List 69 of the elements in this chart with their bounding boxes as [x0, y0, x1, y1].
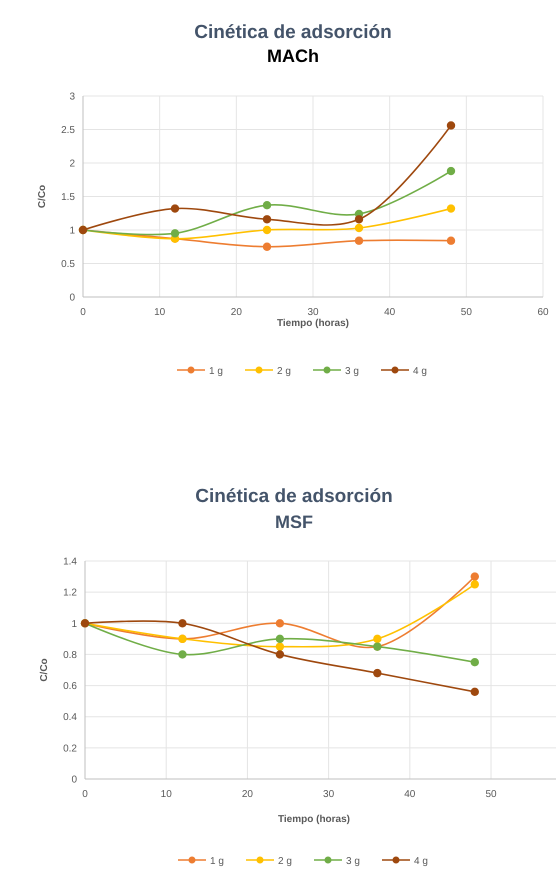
legend-label: 4 g — [413, 366, 427, 377]
point — [276, 634, 284, 644]
legend-label: 3 g — [346, 856, 360, 867]
point — [276, 619, 284, 628]
y-tick-label: 0.4 — [63, 712, 78, 724]
point — [470, 580, 479, 589]
x-tick-label: 0 — [80, 307, 86, 318]
x-tick-label: 40 — [404, 789, 416, 800]
y-tick-label: 1 — [69, 226, 76, 236]
chart-subtitle: MACh — [267, 46, 319, 66]
x-tick-label: 40 — [384, 307, 396, 318]
x-tick-label: 60 — [537, 307, 549, 318]
legend-label: 2 g — [277, 366, 291, 377]
point — [470, 688, 479, 696]
x-tick-label: 30 — [307, 307, 319, 318]
x-tick-label: 10 — [154, 307, 166, 318]
chart-title: Cinética de adsorción — [195, 486, 393, 507]
y-tick-label: 0 — [69, 292, 76, 304]
y-tick-label: 1.2 — [63, 588, 78, 599]
y-tick-label: 0.8 — [63, 650, 78, 661]
y-tick-label: 2.5 — [61, 125, 76, 136]
x-tick-label: 0 — [82, 789, 88, 800]
x-tick-label: 20 — [242, 789, 254, 800]
x-axis-title: Tiempo (horas) — [276, 318, 350, 329]
y-tick-label: 1.5 — [61, 192, 76, 203]
x-tick-label: 30 — [323, 789, 335, 800]
x-tick-label: 20 — [230, 307, 242, 318]
point — [373, 634, 382, 644]
y-tick-label: 2 — [69, 158, 76, 170]
point — [276, 650, 284, 659]
point — [354, 215, 364, 224]
point — [446, 121, 456, 130]
point — [178, 619, 187, 628]
point — [262, 242, 272, 251]
y-tick-label: 1 — [71, 618, 78, 630]
legend-label: 2 g — [278, 856, 292, 867]
x-tick-label: 50 — [460, 307, 472, 318]
point — [354, 224, 364, 232]
point — [470, 658, 479, 666]
point — [446, 166, 456, 176]
x-tick-label: 50 — [485, 789, 498, 800]
legend-label: 4 g — [414, 856, 428, 867]
y-tick-label: 1.4 — [63, 556, 78, 568]
legend-label: 1 g — [209, 366, 223, 377]
point — [470, 572, 479, 581]
point — [446, 236, 456, 245]
y-tick-label: 0.2 — [63, 743, 78, 754]
point — [262, 226, 272, 234]
point — [373, 668, 382, 678]
legend-label: 3 g — [345, 366, 359, 377]
point — [262, 201, 272, 210]
x-tick-label: 10 — [160, 789, 172, 800]
point — [354, 236, 364, 245]
chart-subtitle: MSF — [275, 512, 313, 532]
chart-title: Cinética de adsorción — [194, 22, 392, 43]
x-axis-title: Tiempo (horas) — [278, 814, 350, 825]
point — [276, 642, 284, 651]
y-axis-title: C/Co — [37, 184, 48, 208]
point — [262, 215, 272, 224]
y-tick-label: 0.6 — [63, 681, 78, 692]
y-axis-title: C/Co — [39, 658, 50, 682]
y-tick-label: 0 — [71, 774, 78, 786]
y-tick-label: 3 — [69, 92, 76, 102]
point — [170, 204, 180, 213]
point — [446, 204, 456, 213]
point — [178, 650, 187, 659]
legend-label: 1 g — [210, 856, 224, 867]
point — [170, 229, 180, 238]
y-tick-label: 0.5 — [61, 259, 76, 270]
